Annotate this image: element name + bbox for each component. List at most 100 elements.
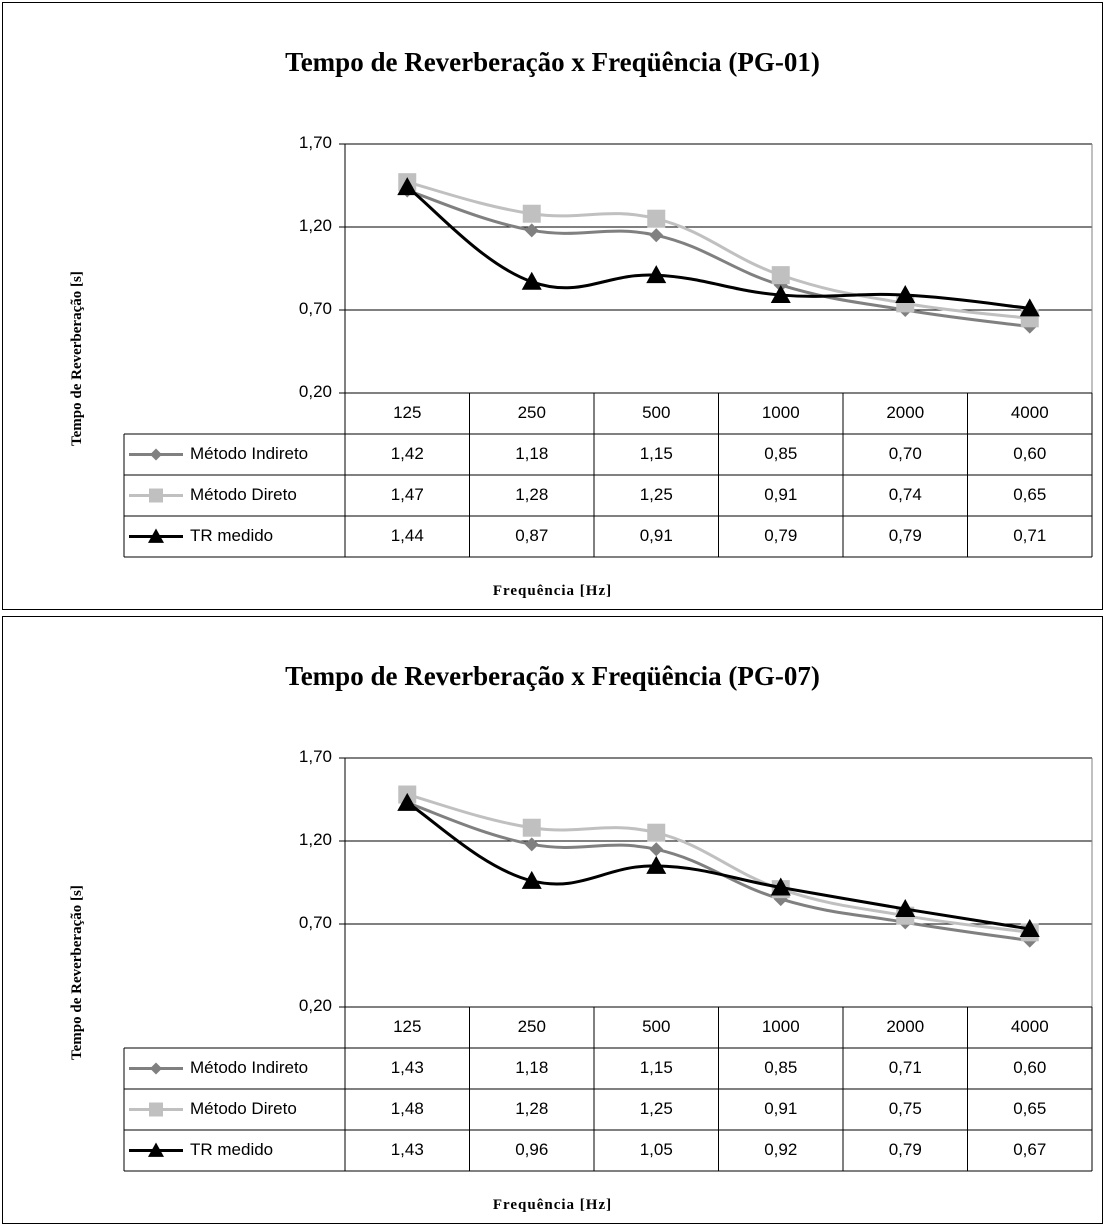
table-cell: 1,43 — [390, 1058, 424, 1077]
table-cell: 0,79 — [888, 526, 922, 545]
table-cell: 0,91 — [764, 485, 798, 504]
data-point-1-3 — [771, 266, 790, 285]
chart-panel-pg01: Tempo de Reverberação x Freqüência (PG-0… — [2, 2, 1103, 610]
table-cell: 1,48 — [390, 1099, 424, 1118]
category-label: 500 — [642, 403, 671, 422]
data-point-2-2 — [646, 265, 667, 284]
chart-svg — [123, 757, 1093, 1172]
legend-marker-0 — [150, 1062, 162, 1075]
data-point-1-1 — [522, 204, 541, 223]
table-cell: 1,43 — [390, 1140, 424, 1159]
series-line-2 — [406, 801, 1030, 931]
category-label: 500 — [642, 1017, 671, 1036]
data-point-0-1 — [524, 837, 539, 852]
table-cell: 0,71 — [888, 1058, 922, 1077]
table-cell: 1,18 — [515, 444, 549, 463]
table-cell: 1,28 — [515, 1099, 549, 1118]
data-point-2-0 — [397, 177, 418, 196]
table-cell: 0,70 — [888, 444, 922, 463]
table-cell: 1,44 — [390, 526, 424, 545]
x-axis-label: Frequência [Hz] — [492, 583, 613, 599]
chart-svg — [123, 143, 1093, 558]
legend-marker-1 — [149, 488, 163, 503]
legend-marker-0 — [150, 448, 162, 461]
x-axis-label: Frequência [Hz] — [492, 1197, 613, 1213]
legend-label-0: Método Indireto — [190, 444, 309, 463]
y-tick-label: 0,70 — [298, 913, 332, 932]
data-point-2-4 — [895, 285, 916, 304]
table-cell: 1,28 — [515, 485, 549, 504]
category-label: 1000 — [761, 1017, 800, 1036]
table-cell: 1,18 — [515, 1058, 549, 1077]
table-cell: 1,42 — [390, 444, 424, 463]
data-point-2-5 — [1019, 298, 1040, 317]
y-axis-label: Tempo de Reverberação [s] — [69, 885, 85, 1060]
legend-label-1: Método Direto — [190, 1099, 297, 1118]
data-point-2-3 — [770, 285, 791, 304]
category-label: 125 — [393, 1017, 422, 1036]
chart-title: Tempo de Reverberação x Freqüência (PG-0… — [285, 661, 820, 691]
table-cell: 0,79 — [888, 1140, 922, 1159]
data-point-0-3 — [773, 892, 788, 907]
table-cell: 0,85 — [764, 444, 798, 463]
data-point-2-1 — [521, 870, 542, 889]
legend-marker-2 — [148, 528, 164, 543]
series-line-2 — [406, 185, 1030, 310]
y-tick-label: 0,20 — [298, 996, 332, 1015]
table-cell: 0,79 — [764, 526, 798, 545]
data-point-1-2 — [647, 209, 666, 228]
category-label: 4000 — [1010, 1017, 1049, 1036]
table-cell: 0,74 — [888, 485, 922, 504]
y-tick-label: 1,20 — [298, 830, 332, 849]
y-tick-label: 1,20 — [298, 216, 332, 235]
data-point-1-1 — [522, 818, 541, 837]
data-point-0-2 — [649, 228, 664, 243]
chart-title: Tempo de Reverberação x Freqüência (PG-0… — [285, 47, 820, 77]
legend-marker-1 — [149, 1102, 163, 1117]
legend-label-2: TR medido — [190, 526, 274, 545]
data-point-2-4 — [895, 899, 916, 918]
legend-label-2: TR medido — [190, 1140, 274, 1159]
y-tick-label: 0,20 — [298, 382, 332, 401]
table-cell: 0,91 — [639, 526, 673, 545]
table-cell: 0,65 — [1013, 485, 1047, 504]
series-line-0 — [406, 189, 1030, 329]
table-cell: 0,85 — [764, 1058, 798, 1077]
legend-label-1: Método Direto — [190, 485, 297, 504]
data-point-2-5 — [1019, 918, 1040, 937]
table-cell: 1,15 — [639, 1058, 673, 1077]
series-line-1 — [406, 793, 1030, 934]
legend-marker-2 — [148, 1142, 164, 1157]
series-line-1 — [406, 180, 1030, 320]
table-cell: 0,71 — [1013, 526, 1047, 545]
data-point-2-1 — [521, 271, 542, 290]
data-point-2-3 — [770, 877, 791, 896]
category-label: 250 — [517, 1017, 546, 1036]
legend-label-0: Método Indireto — [190, 1058, 309, 1077]
table-cell: 1,25 — [639, 485, 673, 504]
y-axis-label: Tempo de Reverberação [s] — [69, 271, 85, 446]
table-cell: 0,60 — [1013, 1058, 1047, 1077]
table-cell: 0,65 — [1013, 1099, 1047, 1118]
category-label: 250 — [517, 403, 546, 422]
table-cell: 0,92 — [764, 1140, 798, 1159]
table-cell: 1,47 — [390, 485, 424, 504]
category-label: 4000 — [1010, 403, 1049, 422]
y-tick-label: 1,70 — [298, 747, 332, 766]
table-cell: 0,67 — [1013, 1140, 1047, 1159]
data-point-0-1 — [524, 223, 539, 238]
table-cell: 0,91 — [764, 1099, 798, 1118]
chart-panel-pg07: Tempo de Reverberação x Freqüência (PG-0… — [2, 616, 1103, 1224]
category-label: 2000 — [886, 1017, 925, 1036]
table-cell: 1,15 — [639, 444, 673, 463]
category-label: 1000 — [761, 403, 800, 422]
table-cell: 0,60 — [1013, 444, 1047, 463]
data-point-0-2 — [649, 842, 664, 857]
category-label: 125 — [393, 403, 422, 422]
table-cell: 0,75 — [888, 1099, 922, 1118]
table-cell: 1,05 — [639, 1140, 673, 1159]
y-tick-label: 1,70 — [298, 133, 332, 152]
data-point-1-2 — [647, 823, 666, 842]
y-tick-label: 0,70 — [298, 299, 332, 318]
data-point-2-0 — [397, 792, 418, 811]
